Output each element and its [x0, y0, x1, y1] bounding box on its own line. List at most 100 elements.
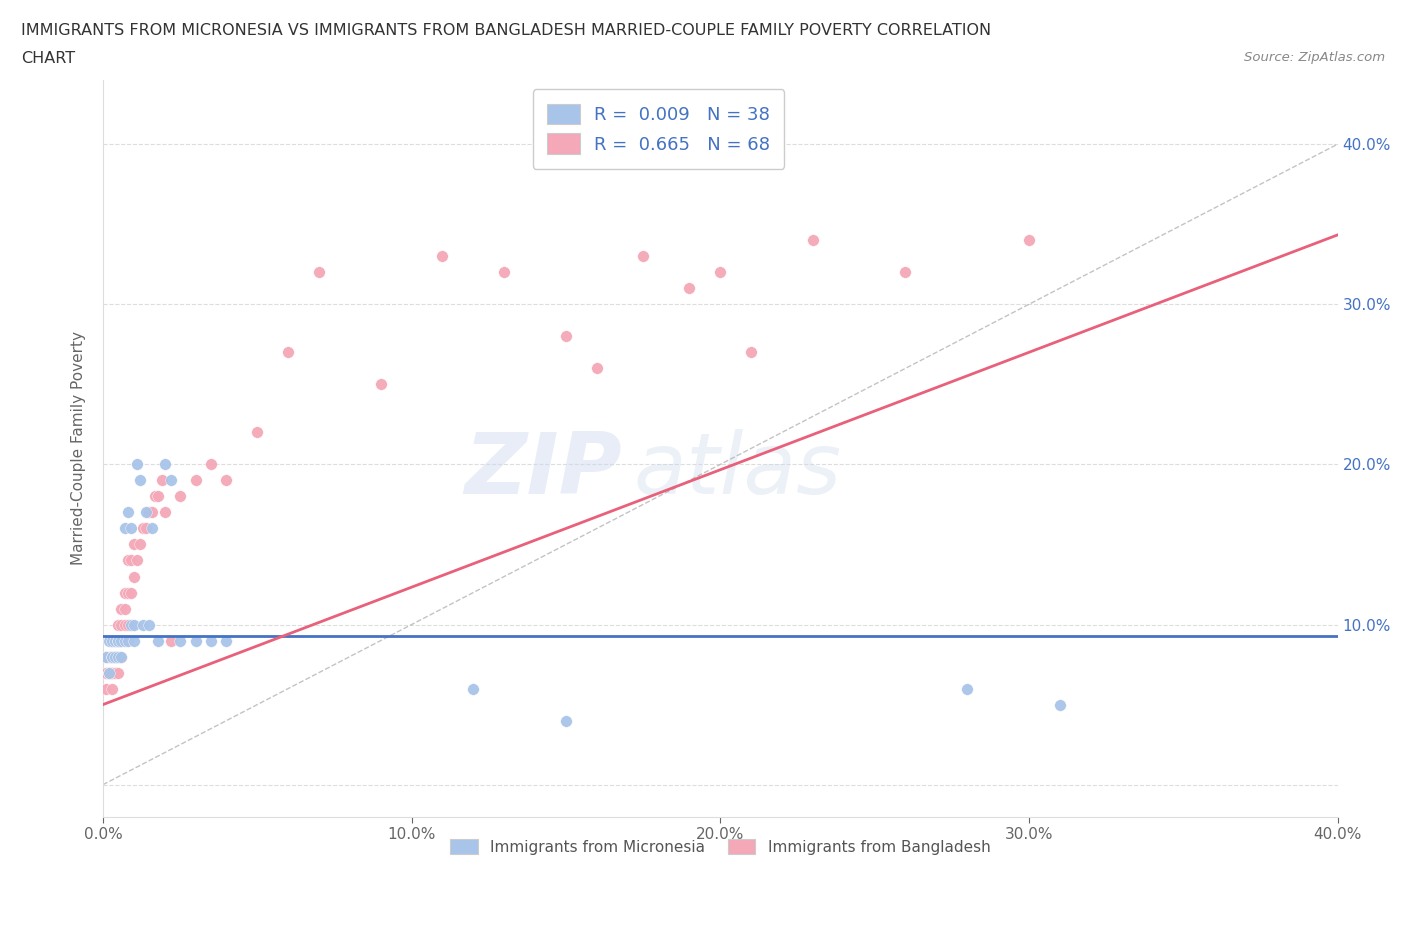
Point [104, 665, 127, 680]
Point [101, 649, 124, 664]
Point [122, 569, 145, 584]
Legend: Immigrants from Micronesia, Immigrants from Bangladesh: Immigrants from Micronesia, Immigrants f… [444, 832, 997, 860]
Point [94, 649, 117, 664]
Point [153, 505, 176, 520]
Point [135, 521, 157, 536]
Point [104, 649, 127, 664]
Text: ZIP: ZIP [464, 429, 621, 512]
Point [117, 505, 139, 520]
Point [120, 553, 142, 568]
Point [135, 505, 157, 520]
Point [801, 232, 824, 247]
Text: CHART: CHART [21, 51, 75, 66]
Text: Source: ZipAtlas.com: Source: ZipAtlas.com [1244, 51, 1385, 64]
Point [110, 601, 132, 616]
Point [107, 618, 129, 632]
Point [432, 249, 454, 264]
Point [169, 633, 191, 648]
Point [138, 618, 160, 632]
Point [125, 553, 148, 568]
Point [200, 633, 222, 648]
Point [277, 345, 299, 360]
Point [1049, 698, 1071, 712]
Point [585, 361, 607, 376]
Point [101, 665, 124, 680]
Point [107, 633, 129, 648]
Point [740, 345, 762, 360]
Point [122, 618, 145, 632]
Point [107, 649, 129, 664]
Point [120, 618, 142, 632]
Point [94, 665, 117, 680]
Point [114, 601, 136, 616]
Y-axis label: Married-Couple Family Poverty: Married-Couple Family Poverty [72, 331, 86, 565]
Text: IMMIGRANTS FROM MICRONESIA VS IMMIGRANTS FROM BANGLADESH MARRIED-COUPLE FAMILY P: IMMIGRANTS FROM MICRONESIA VS IMMIGRANTS… [21, 23, 991, 38]
Point [101, 633, 124, 648]
Point [107, 633, 129, 648]
Point [141, 521, 163, 536]
Point [555, 713, 578, 728]
Point [104, 649, 127, 664]
Point [104, 649, 127, 664]
Point [101, 649, 124, 664]
Point [110, 649, 132, 664]
Point [141, 505, 163, 520]
Point [110, 633, 132, 648]
Point [117, 633, 139, 648]
Point [246, 425, 269, 440]
Point [1018, 232, 1040, 247]
Point [101, 649, 124, 664]
Point [117, 585, 139, 600]
Point [370, 377, 392, 392]
Point [148, 489, 170, 504]
Point [555, 329, 578, 344]
Point [129, 473, 152, 488]
Point [107, 633, 129, 648]
Point [120, 585, 142, 600]
Point [98, 649, 121, 664]
Point [148, 633, 170, 648]
Point [631, 249, 654, 264]
Point [107, 649, 129, 664]
Point [98, 633, 121, 648]
Point [117, 553, 139, 568]
Point [98, 649, 121, 664]
Point [101, 633, 124, 648]
Point [110, 633, 132, 648]
Point [150, 473, 173, 488]
Point [894, 265, 917, 280]
Point [494, 265, 516, 280]
Point [114, 585, 136, 600]
Point [125, 457, 148, 472]
Point [98, 665, 121, 680]
Point [114, 633, 136, 648]
Point [200, 457, 222, 472]
Point [114, 618, 136, 632]
Text: atlas: atlas [634, 429, 842, 512]
Point [956, 681, 979, 696]
Point [101, 681, 124, 696]
Point [107, 665, 129, 680]
Point [110, 618, 132, 632]
Point [122, 537, 145, 551]
Point [122, 633, 145, 648]
Point [129, 537, 152, 551]
Point [117, 618, 139, 632]
Point [153, 457, 176, 472]
Point [104, 633, 127, 648]
Point [145, 489, 167, 504]
Point [308, 265, 330, 280]
Point [98, 665, 121, 680]
Point [709, 265, 731, 280]
Point [114, 521, 136, 536]
Point [101, 665, 124, 680]
Point [159, 473, 181, 488]
Point [98, 665, 121, 680]
Point [94, 649, 117, 664]
Point [107, 633, 129, 648]
Point [94, 681, 117, 696]
Point [215, 473, 238, 488]
Point [104, 649, 127, 664]
Point [110, 649, 132, 664]
Point [678, 281, 700, 296]
